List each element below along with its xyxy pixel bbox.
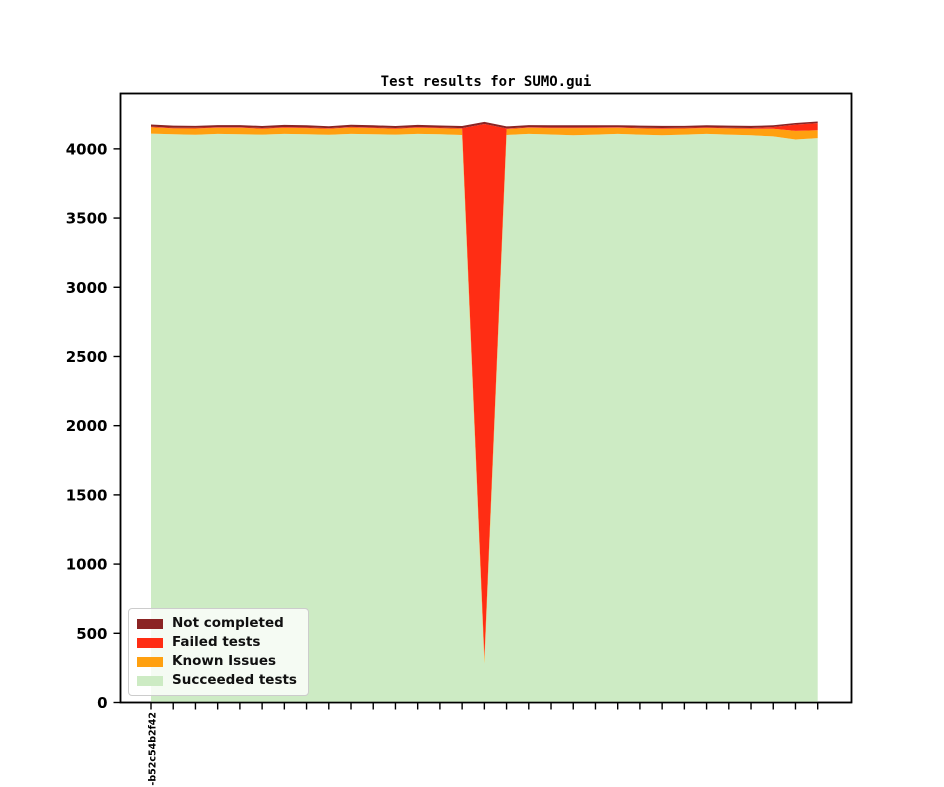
y-tick-label: 2000 — [66, 417, 108, 435]
y-tick-label: 1000 — [66, 556, 108, 574]
plot-frame-outline — [119, 92, 853, 704]
stacked-areas — [151, 121, 818, 703]
y-tick-label: 3500 — [66, 210, 108, 228]
legend: Not completed Failed tests Known Issues Suc… — [128, 608, 309, 696]
legend-swatch-known-issues — [137, 656, 163, 667]
legend-swatch-not-completed — [137, 618, 163, 629]
legend-item-succeeded-tests: Succeeded tests — [137, 672, 297, 689]
legend-label: Not completed — [172, 615, 284, 631]
x-axis-ticks — [150, 702, 819, 710]
y-axis-tick-labels: 0 500 1000 1500 2000 2500 3000 3500 4000 — [66, 140, 108, 712]
y-axis-ticks — [113, 148, 121, 704]
legend-label: Known Issues — [172, 653, 277, 669]
area-not-completed — [151, 121, 818, 129]
chart-title: Test results for SUMO.gui — [381, 74, 592, 90]
y-tick-label: 500 — [76, 625, 107, 643]
legend-item-failed-tests: Failed tests — [137, 634, 297, 651]
legend-label: Failed tests — [172, 634, 261, 650]
y-tick-label: 1500 — [66, 486, 108, 504]
legend-item-known-issues: Known Issues — [137, 653, 297, 670]
area-succeeded-tests — [151, 133, 818, 703]
y-tick-label: 0 — [97, 694, 107, 712]
x-axis-tick-labels: -b52c54b2f42 — [148, 712, 159, 786]
y-tick-label: 2500 — [66, 348, 108, 366]
y-tick-label: 4000 — [66, 140, 108, 158]
y-tick-label: 3000 — [66, 279, 108, 297]
legend-item-not-completed: Not completed — [137, 615, 297, 632]
x-tick-label-commit-hash: -b52c54b2f42 — [148, 712, 159, 786]
legend-label: Succeeded tests — [172, 672, 297, 688]
area-failed-tests — [151, 123, 818, 658]
legend-swatch-failed-tests — [137, 637, 163, 648]
legend-swatch-succeeded-tests — [137, 675, 163, 686]
